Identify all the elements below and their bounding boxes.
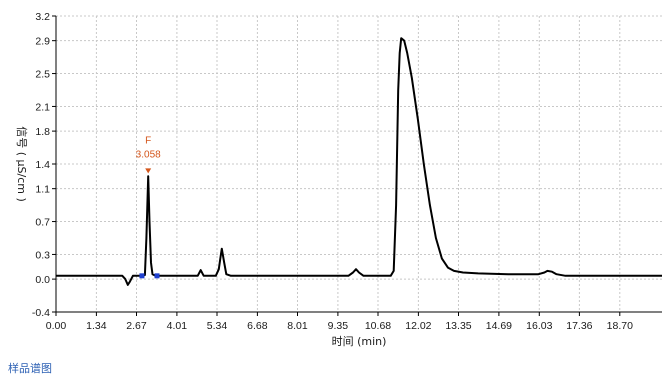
x-tick-label: 12.02 — [405, 320, 431, 332]
y-tick-label: 0.0 — [35, 274, 50, 286]
x-tick-label: 10.68 — [365, 320, 391, 332]
y-tick-label: 2.9 — [35, 36, 50, 48]
y-tick-label: 3.2 — [35, 11, 50, 23]
x-tick-label: 4.01 — [167, 320, 188, 332]
x-tick-label: 14.69 — [486, 320, 512, 332]
y-tick-label: 1.4 — [35, 159, 50, 171]
x-tick-label: 2.67 — [126, 320, 147, 332]
x-tick-label: 18.70 — [607, 320, 633, 332]
y-tick-label: -0.4 — [32, 307, 50, 319]
peak-name-label: F — [145, 135, 151, 146]
sample-chromatogram-tab[interactable]: 样品谱图 — [8, 362, 52, 375]
x-tick-label: 0.00 — [46, 320, 67, 332]
baseline-marker — [154, 273, 160, 279]
y-tick-label: 2.1 — [35, 101, 50, 113]
x-tick-label: 5.34 — [207, 320, 228, 332]
tick-labels: 3.2 2.9 2.5 2.1 1.8 1.4 1.1 0.7 0.3 0.0 -0.40.00 1.… — [32, 11, 633, 332]
x-tick-label: 9.35 — [328, 320, 349, 332]
axes — [52, 15, 662, 316]
chromatogram-chart: 3.2 2.9 2.5 2.1 1.8 1.4 1.1 0.7 0.3 0.0 -0.40.00 1.… — [15, 11, 662, 348]
series — [56, 37, 662, 286]
x-tick-label: 6.68 — [247, 320, 268, 332]
y-tick-label: 2.5 — [35, 69, 50, 81]
y-tick-label: 0.7 — [35, 217, 50, 229]
x-tick-label: 8.01 — [287, 320, 308, 332]
series-line — [56, 37, 662, 286]
y-axis-title: 信号 ( μS/cm ) — [15, 126, 28, 202]
annotations: F 3.058 — [136, 135, 161, 279]
x-tick-label: 13.35 — [445, 320, 471, 332]
x-axis-title: 时间 (min) — [332, 335, 387, 348]
x-tick-label: 17.36 — [566, 320, 592, 332]
x-tick-label: 1.34 — [86, 320, 107, 332]
baseline-marker — [139, 273, 145, 279]
peak-marker — [145, 168, 152, 174]
y-tick-label: 0.3 — [35, 249, 50, 261]
peak-time-label: 3.058 — [136, 149, 161, 160]
grid — [55, 15, 662, 313]
y-tick-label: 1.8 — [35, 126, 50, 138]
y-tick-label: 1.1 — [35, 184, 50, 196]
x-tick-label: 16.03 — [526, 320, 552, 332]
